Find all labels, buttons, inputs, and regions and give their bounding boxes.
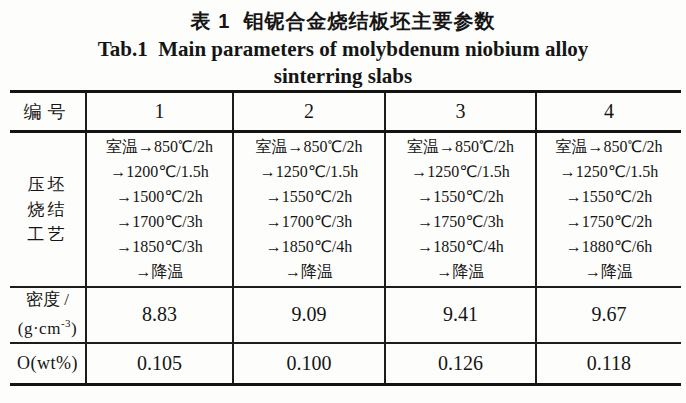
oxygen-value-1: 0.105 — [86, 343, 233, 385]
density-unit-sup: -3 — [61, 317, 71, 329]
density-value-3: 9.41 — [385, 287, 536, 343]
process-step: →降温 — [87, 259, 232, 284]
process-step: →1250℃/1.5h — [537, 159, 681, 184]
table-title-english-line2: sinterring slabs — [0, 63, 686, 90]
process-step: →1200℃/1.5h — [87, 159, 232, 184]
density-unit-post: ) — [71, 319, 77, 338]
process-step: →1500℃/2h — [87, 184, 232, 209]
density-unit: (g·cm-3) — [10, 311, 85, 341]
density-row: 密度 / (g·cm-3) 8.83 9.09 9.41 9.67 — [10, 287, 681, 343]
table-caption: 表 1 钼铌合金烧结板坯主要参数 Tab.1 Main parameters o… — [0, 0, 686, 90]
density-label-text: 密度 / — [10, 288, 85, 311]
process-cell-2: 室温→850℃/2h →1250℃/1.5h →1550℃/2h →1700℃/… — [233, 132, 385, 287]
process-label-line: 压坯 — [10, 172, 85, 197]
process-step: →1700℃/3h — [87, 209, 232, 234]
density-value-2: 9.09 — [233, 287, 385, 343]
process-step: →1250℃/1.5h — [386, 159, 535, 184]
header-col-4: 4 — [536, 92, 681, 132]
table-title-chinese: 表 1 钼铌合金烧结板坯主要参数 — [0, 6, 686, 36]
header-label-number: 编号 — [10, 92, 86, 132]
process-step: →降温 — [537, 259, 681, 284]
process-cell-4: 室温→850℃/2h →1250℃/1.5h →1550℃/2h →1750℃/… — [536, 132, 681, 287]
header-col-2: 2 — [233, 92, 385, 132]
header-row: 编号 1 2 3 4 — [10, 92, 681, 132]
oxygen-value-3: 0.126 — [385, 343, 536, 385]
process-label-line: 烧结 — [10, 197, 85, 222]
oxygen-row: O(wt%) 0.105 0.100 0.126 0.118 — [10, 343, 681, 385]
process-step: 室温→850℃/2h — [234, 134, 384, 159]
process-step: 室温→850℃/2h — [386, 134, 535, 159]
process-step: 室温→850℃/2h — [87, 134, 232, 159]
process-step: 室温→850℃/2h — [537, 134, 681, 159]
header-col-3: 3 — [385, 92, 536, 132]
process-step: →1850℃/4h — [386, 234, 535, 259]
process-step: →1700℃/3h — [234, 209, 384, 234]
process-step: →1550℃/2h — [386, 184, 535, 209]
process-cell-1: 室温→850℃/2h →1200℃/1.5h →1500℃/2h →1700℃/… — [86, 132, 233, 287]
process-cell-3: 室温→850℃/2h →1250℃/1.5h →1550℃/2h →1750℃/… — [385, 132, 536, 287]
process-step: →1880℃/6h — [537, 234, 681, 259]
process-row-label: 压坯 烧结 工艺 — [10, 132, 86, 287]
process-label-line: 工艺 — [10, 222, 85, 247]
process-step: →降温 — [234, 259, 384, 284]
table-title-english-line1: Tab.1 Main parameters of molybdenum niob… — [0, 36, 686, 63]
process-step: →1750℃/2h — [537, 209, 681, 234]
process-step: →降温 — [386, 259, 535, 284]
process-row: 压坯 烧结 工艺 室温→850℃/2h →1200℃/1.5h →1500℃/2… — [10, 132, 681, 287]
process-step: →1850℃/3h — [87, 234, 232, 259]
parameters-table: 编号 1 2 3 4 压坯 烧结 工艺 室温→850℃/2h →1200℃/1.… — [10, 90, 681, 386]
paper-page: 表 1 钼铌合金烧结板坯主要参数 Tab.1 Main parameters o… — [0, 0, 686, 403]
oxygen-row-label: O(wt%) — [10, 343, 86, 385]
density-unit-pre: (g·cm — [18, 319, 61, 338]
oxygen-value-2: 0.100 — [233, 343, 385, 385]
oxygen-value-4: 0.118 — [536, 343, 681, 385]
density-value-1: 8.83 — [86, 287, 233, 343]
density-row-label: 密度 / (g·cm-3) — [10, 287, 86, 343]
process-step: →1550℃/2h — [234, 184, 384, 209]
process-step: →1850℃/4h — [234, 234, 384, 259]
header-col-1: 1 — [86, 92, 233, 132]
process-step: →1750℃/3h — [386, 209, 535, 234]
density-value-4: 9.67 — [536, 287, 681, 343]
process-step: →1550℃/2h — [537, 184, 681, 209]
process-step: →1250℃/1.5h — [234, 159, 384, 184]
